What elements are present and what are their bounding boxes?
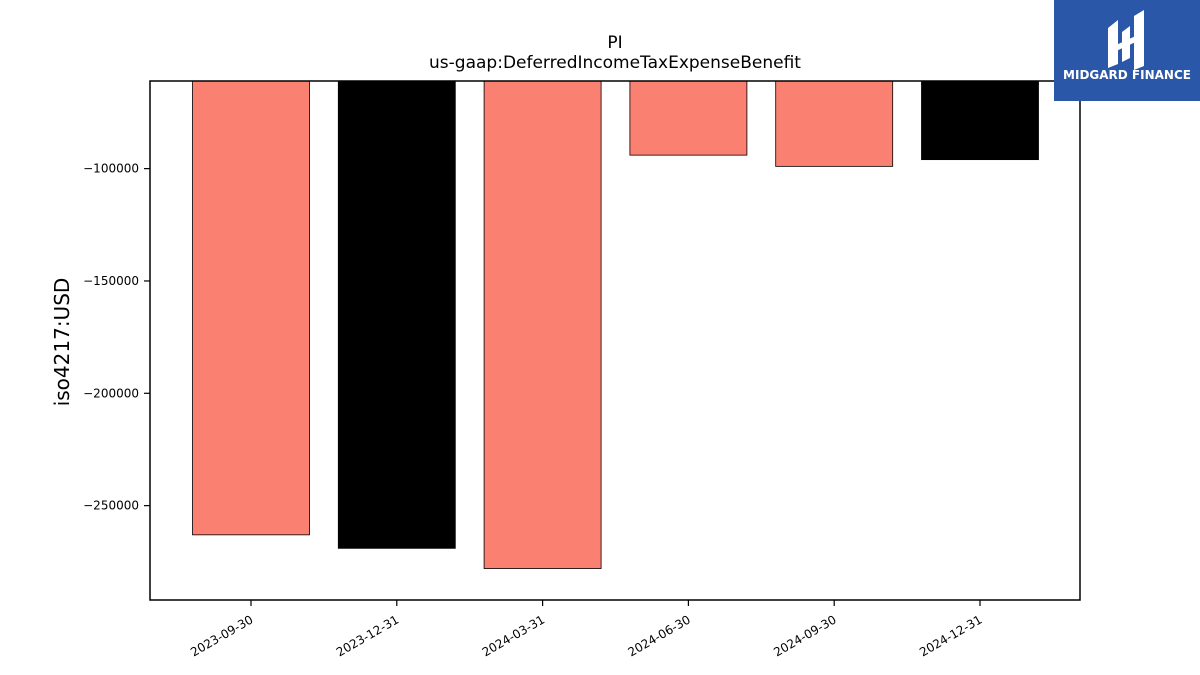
bars-group: [192, 80, 1039, 569]
x-tick-label: 2024-12-31: [917, 612, 984, 659]
logo-text: MIDGARD FINANCE: [1063, 68, 1191, 82]
bar-2024-06-30: [629, 80, 748, 156]
midgard-logo-icon: [1108, 10, 1144, 70]
y-tick-label: −100000: [83, 162, 139, 176]
brand-logo: MIDGARD FINANCE: [1054, 0, 1200, 101]
chart-subtitle: us-gaap:DeferredIncomeTaxExpenseBenefit: [429, 53, 801, 73]
y-tick-label: −200000: [83, 386, 139, 400]
bar-2024-12-31: [921, 80, 1039, 161]
chart-title: PI: [607, 33, 622, 53]
bar-2023-09-30: [192, 80, 310, 536]
bar-2024-03-31: [483, 80, 602, 569]
x-axis: 2023-09-30 2023-12-31 2024-03-31 2024-06-30…: [188, 600, 985, 659]
y-axis: −250000 −200000 −150000 −100000: [83, 162, 150, 513]
x-tick-label: 2024-06-30: [625, 612, 692, 659]
x-tick-label: 2024-03-31: [480, 612, 547, 659]
x-tick-label: 2024-09-30: [771, 612, 838, 659]
x-tick-label: 2023-12-31: [334, 612, 401, 659]
bar-2024-09-30: [775, 80, 894, 167]
y-tick-label: −150000: [83, 274, 139, 288]
bar-2023-12-31: [337, 80, 456, 549]
y-tick-label: −250000: [83, 499, 139, 513]
plot-frame: [149, 80, 1081, 601]
y-axis-label: iso4217:USD: [50, 278, 74, 407]
x-tick-label: 2023-09-30: [188, 612, 255, 659]
